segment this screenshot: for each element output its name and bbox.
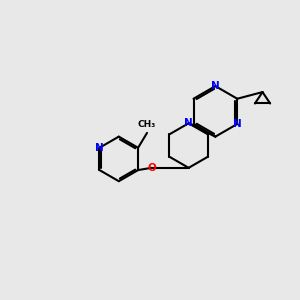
Text: N: N <box>95 143 104 153</box>
Text: N: N <box>233 119 242 129</box>
Text: CH₃: CH₃ <box>138 120 156 129</box>
Text: O: O <box>147 163 156 173</box>
Text: N: N <box>184 118 193 128</box>
Text: N: N <box>211 81 220 91</box>
